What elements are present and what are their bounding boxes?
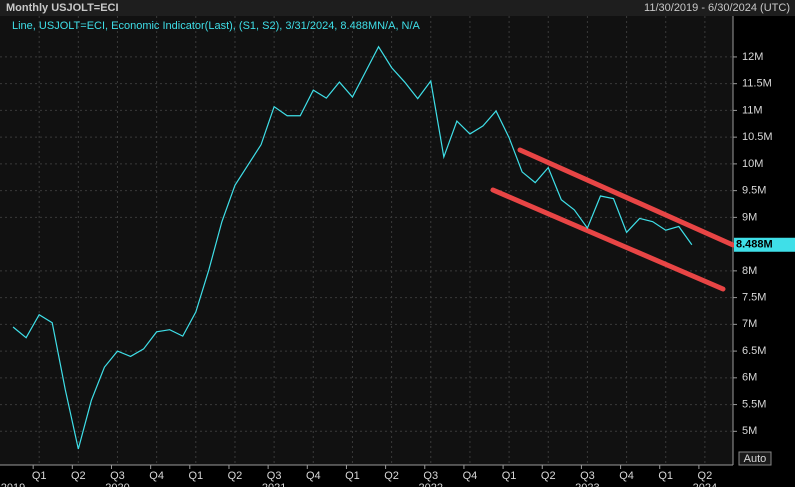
trend-line (490, 187, 726, 292)
x-tick-label: Q4 (463, 470, 478, 482)
x-year-label: 2020 (105, 482, 129, 487)
data-line (12, 45, 693, 450)
x-tick-label: Q3 (580, 470, 595, 482)
x-tick-label: Q1 (188, 470, 203, 482)
header-range: 11/30/2019 - 6/30/2024 (UTC) (644, 2, 790, 14)
x-tick-label: Q3 (110, 470, 125, 482)
x-year-label: 2023 (575, 482, 599, 487)
x-tick-label: Q1 (345, 470, 360, 482)
x-tick-label: Q2 (71, 470, 86, 482)
y-tick-label: 10.5M (742, 131, 773, 143)
x-tick-label: Q3 (423, 470, 438, 482)
x-year-label: 2022 (419, 482, 443, 487)
x-tick-label: Q2 (541, 470, 556, 482)
y-tick-label: 9.5M (742, 185, 766, 197)
y-tick-label: 11M (742, 104, 763, 116)
header-bar (0, 0, 795, 16)
grid (0, 16, 733, 465)
y-tick-label: 7M (742, 318, 757, 330)
auto-button-label[interactable]: Auto (744, 453, 767, 465)
x-tick-label: Q1 (32, 470, 47, 482)
x-tick-label: Q2 (384, 470, 399, 482)
series (12, 45, 693, 450)
y-tick-label: 12M (742, 51, 763, 63)
y-tick-label: 6.5M (742, 345, 766, 357)
x-tick-label: Q4 (619, 470, 634, 482)
x-tick-label: Q2 (228, 470, 243, 482)
x-year-label: 2019 (1, 482, 25, 487)
auto-button[interactable] (738, 451, 772, 466)
trend-line (517, 147, 736, 248)
legend-text: Line, USJOLT=ECI, Economic Indicator(Las… (12, 20, 421, 32)
y-tick-label: 10M (742, 158, 763, 170)
y-tick-label: 7.5M (742, 292, 766, 304)
x-tick-label: Q1 (502, 470, 517, 482)
y-tick-label: 6M (742, 372, 757, 384)
x-tick-label: Q2 (698, 470, 713, 482)
y-tick-label: 9M (742, 211, 757, 223)
x-tick-label: Q4 (306, 470, 321, 482)
y-tick-label: 8M (742, 265, 757, 277)
y-tick-label: 5M (742, 425, 757, 437)
x-year-label: 2024 (693, 482, 717, 487)
y-tick-label: 11.5M (742, 78, 772, 90)
x-tick-label: Q3 (267, 470, 282, 482)
x-tick-label: Q1 (658, 470, 673, 482)
last-value-label: 8.488M (736, 239, 773, 251)
header-title: Monthly USJOLT=ECI (6, 2, 119, 14)
y-tick-label: 5.5M (742, 398, 766, 410)
last-value-badge (734, 237, 795, 252)
x-year-label: 2021 (262, 482, 286, 487)
x-tick-label: Q4 (149, 470, 164, 482)
